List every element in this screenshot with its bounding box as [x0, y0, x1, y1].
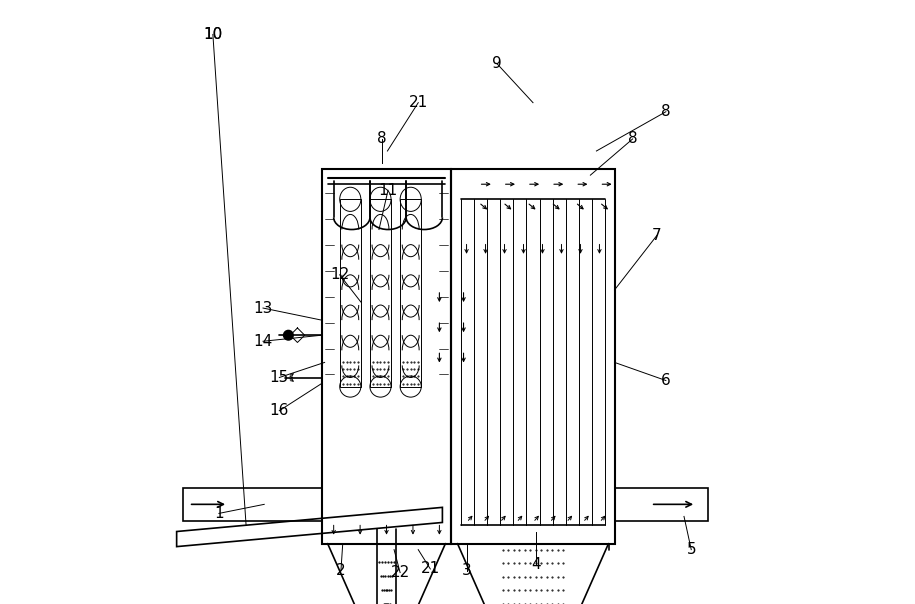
Text: 13: 13: [253, 301, 273, 315]
Bar: [400, 199, 421, 387]
Bar: [451, 169, 615, 544]
Text: 10: 10: [203, 27, 222, 42]
Text: 9: 9: [492, 56, 501, 71]
Text: 3: 3: [462, 564, 471, 578]
Bar: [183, 488, 321, 521]
Text: 14: 14: [253, 334, 273, 349]
Text: 2: 2: [336, 564, 346, 578]
Text: 8: 8: [377, 132, 387, 146]
Text: 22: 22: [391, 565, 410, 580]
Text: 7: 7: [652, 228, 662, 243]
Text: 21: 21: [421, 562, 440, 576]
Text: 11: 11: [379, 183, 398, 198]
Text: 12: 12: [330, 268, 350, 282]
Text: 10: 10: [203, 27, 222, 42]
Bar: [370, 199, 391, 387]
Text: 6: 6: [661, 373, 671, 388]
Circle shape: [284, 330, 293, 340]
Text: 8: 8: [661, 104, 671, 119]
Text: 1: 1: [214, 506, 224, 521]
Bar: [615, 488, 708, 521]
Text: 15: 15: [270, 370, 289, 385]
Text: 8: 8: [628, 132, 638, 146]
Text: 16: 16: [270, 403, 289, 418]
Bar: [339, 199, 361, 387]
Bar: [321, 169, 451, 544]
Text: 5: 5: [686, 542, 696, 557]
Text: 21: 21: [409, 95, 428, 110]
Text: 4: 4: [532, 557, 541, 572]
